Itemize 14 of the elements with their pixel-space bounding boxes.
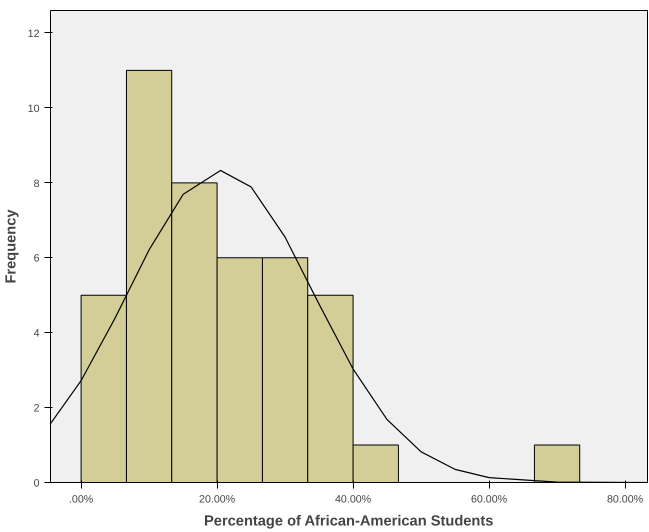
y-tick-label: 4 <box>34 328 40 340</box>
y-tick-label: 10 <box>28 102 40 115</box>
x-tick-label: 40.00% <box>335 494 372 506</box>
x-tick-label: .00% <box>68 494 94 506</box>
y-axis-title: Frequency <box>4 208 20 284</box>
y-tick-label: 6 <box>34 252 40 265</box>
x-tick-label: 20.00% <box>199 494 236 506</box>
y-tick-label: 8 <box>34 178 40 190</box>
x-tick-label: 80.00% <box>606 494 644 506</box>
y-tick-label: 0 <box>34 478 40 490</box>
x-axis-title: Percentage of African-American Students <box>204 514 494 530</box>
y-tick-label: 2 <box>34 402 40 415</box>
y-tick-label: 12 <box>28 28 40 40</box>
x-tick-label: 60.00% <box>471 494 508 506</box>
